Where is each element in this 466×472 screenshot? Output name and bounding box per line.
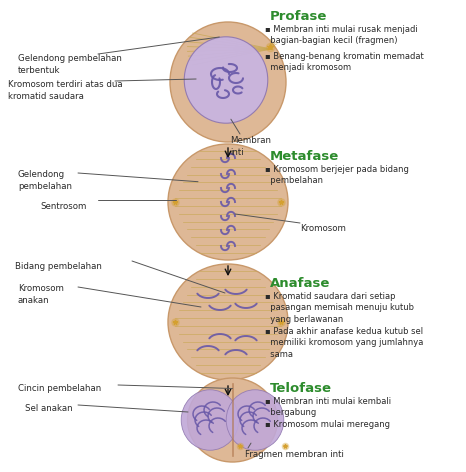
Text: ▪ Kromosom mulai meregang: ▪ Kromosom mulai meregang [265, 420, 390, 429]
Text: Sel anakan: Sel anakan [25, 404, 73, 413]
Text: Gelendong pembelahan
terbentuk: Gelendong pembelahan terbentuk [18, 54, 122, 75]
Text: Gelendong
pembelahan: Gelendong pembelahan [18, 170, 72, 191]
Text: Profase: Profase [270, 10, 328, 23]
Text: Sentrosom: Sentrosom [40, 202, 86, 211]
Text: Anafase: Anafase [270, 277, 330, 290]
Text: ▪ Membran inti mulai kembali
  bergabung: ▪ Membran inti mulai kembali bergabung [265, 397, 391, 417]
Ellipse shape [181, 390, 239, 450]
Text: Kromosom terdiri atas dua
kromatid saudara: Kromosom terdiri atas dua kromatid sauda… [8, 80, 123, 101]
Text: Cincin pembelahan: Cincin pembelahan [18, 384, 101, 393]
Text: Kromosom
anakan: Kromosom anakan [18, 284, 64, 305]
Text: Membran
inti: Membran inti [230, 136, 271, 157]
Text: Telofase: Telofase [270, 382, 332, 395]
Ellipse shape [168, 264, 288, 380]
Ellipse shape [168, 144, 288, 260]
Text: Bidang pembelahan: Bidang pembelahan [15, 262, 102, 271]
Text: ▪ Kromatid saudara dari setiap
  pasangan memisah menuju kutub
  yang berlawanan: ▪ Kromatid saudara dari setiap pasangan … [265, 292, 414, 324]
Text: Metafase: Metafase [270, 150, 339, 163]
Text: ▪ Pada akhir anafase kedua kutub sel
  memiliki kromosom yang jumlahnya
  sama: ▪ Pada akhir anafase kedua kutub sel mem… [265, 327, 424, 359]
Text: ▪ Kromosom berjejer pada bidang
  pembelahan: ▪ Kromosom berjejer pada bidang pembelah… [265, 165, 409, 185]
Ellipse shape [170, 22, 286, 142]
Ellipse shape [187, 378, 277, 462]
Ellipse shape [226, 390, 284, 450]
Text: Kromosom: Kromosom [300, 224, 346, 233]
Ellipse shape [184, 37, 268, 123]
Text: ▪ Membran inti mulai rusak menjadi
  bagian-bagian kecil (fragmen): ▪ Membran inti mulai rusak menjadi bagia… [265, 25, 418, 45]
Text: Fragmen membran inti: Fragmen membran inti [245, 450, 344, 459]
Text: ▪ Benang-benang kromatin memadat
  menjadi kromosom: ▪ Benang-benang kromatin memadat menjadi… [265, 52, 424, 72]
